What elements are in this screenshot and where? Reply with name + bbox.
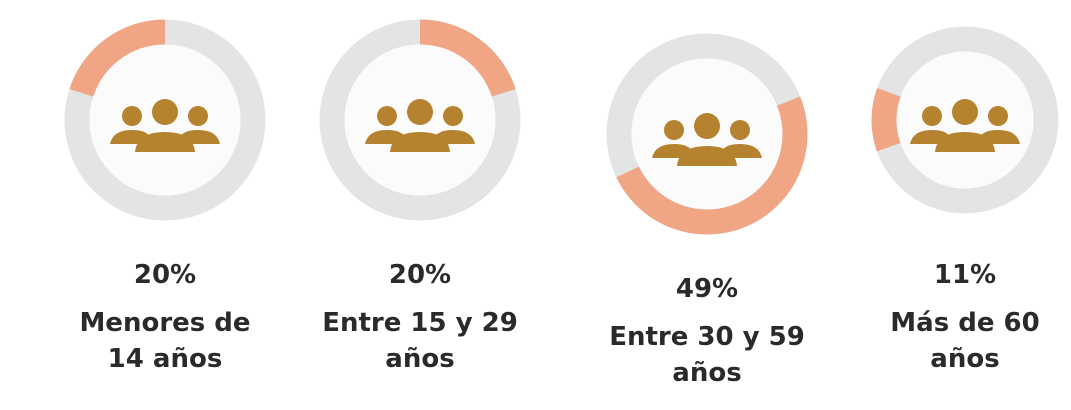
icon-head (664, 120, 684, 140)
value-label: 20% (133, 260, 197, 290)
icon-head (188, 106, 208, 126)
donut-arc (871, 88, 901, 152)
icon-head (122, 106, 142, 126)
people-icon (652, 113, 762, 166)
icon-body (390, 132, 450, 152)
icon-body (135, 132, 195, 152)
category-label: Más de 60 años (890, 308, 1040, 374)
icon-head (988, 106, 1008, 126)
icon-body (677, 146, 737, 166)
donut-arc (69, 19, 166, 98)
icon-head (730, 120, 750, 140)
people-icon (910, 99, 1020, 152)
category-label: Entre 30 y 59 años (609, 322, 805, 388)
people-icon (365, 99, 475, 152)
icon-head (922, 106, 942, 126)
icon-head (407, 99, 433, 125)
value-label: 11% (933, 260, 997, 290)
icon-head (377, 106, 397, 126)
value-label: 49% (675, 274, 739, 304)
category-label: Entre 15 y 29 años (322, 308, 518, 374)
icon-head (152, 99, 178, 125)
icon-body (935, 132, 995, 152)
icon-head (443, 106, 463, 126)
icon-head (694, 113, 720, 139)
icon-head (952, 99, 978, 125)
donut-arc (616, 96, 808, 235)
value-label: 20% (388, 260, 452, 290)
category-label: Menores de 14 años (79, 308, 251, 374)
donut-arc (419, 19, 516, 98)
people-icon (110, 99, 220, 152)
